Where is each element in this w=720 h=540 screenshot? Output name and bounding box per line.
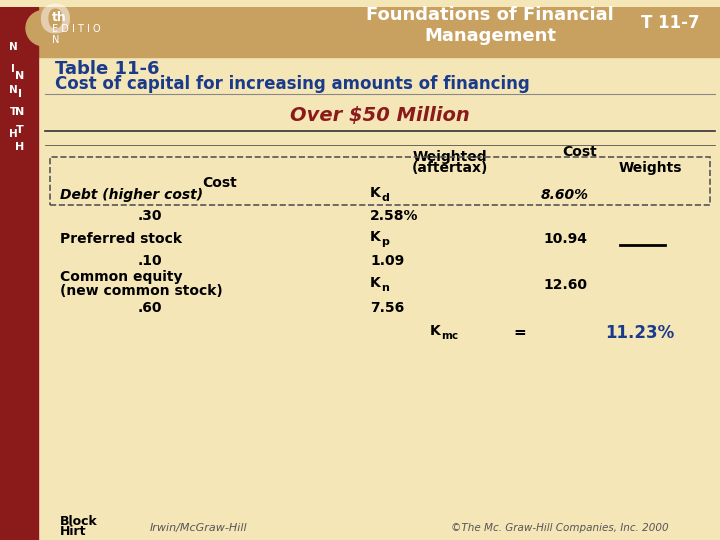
Text: Block: Block (60, 515, 98, 529)
Text: N: N (9, 42, 17, 52)
Text: E D I T I O: E D I T I O (52, 24, 101, 34)
Circle shape (26, 10, 62, 46)
Text: Cost: Cost (202, 176, 238, 190)
Text: .30: .30 (138, 210, 162, 224)
Text: H: H (9, 129, 17, 139)
Text: mc: mc (441, 330, 458, 341)
Text: N: N (52, 35, 59, 45)
Text: K: K (370, 186, 381, 200)
Text: K: K (370, 230, 381, 244)
Text: (new common stock): (new common stock) (60, 284, 222, 298)
Text: Preferred stock: Preferred stock (60, 232, 182, 246)
Text: Hirt: Hirt (60, 525, 86, 538)
Text: T 11-7: T 11-7 (642, 14, 700, 32)
Text: I: I (11, 64, 15, 73)
Text: Table 11-6: Table 11-6 (55, 59, 160, 78)
Text: .60: .60 (138, 301, 162, 315)
Text: .10: .10 (138, 254, 162, 268)
Text: =: = (513, 325, 526, 340)
Text: I: I (18, 89, 22, 99)
Text: p: p (381, 237, 389, 247)
Text: T: T (9, 107, 17, 117)
Text: n: n (381, 284, 389, 293)
Text: Foundations of Financial
Management: Foundations of Financial Management (366, 6, 614, 45)
Text: 11.23%: 11.23% (606, 323, 675, 342)
Text: K: K (430, 323, 441, 338)
Text: N: N (9, 85, 17, 95)
Text: 1.09: 1.09 (370, 254, 404, 268)
Text: 2.58%: 2.58% (370, 210, 418, 224)
Text: H: H (15, 143, 24, 152)
Text: N: N (15, 107, 24, 117)
Text: d: d (381, 193, 389, 202)
Text: 7.56: 7.56 (370, 301, 404, 315)
Text: T: T (16, 125, 24, 134)
Bar (38, 8, 720, 57)
Text: Over $50 Million: Over $50 Million (290, 106, 470, 125)
Text: N: N (15, 71, 24, 82)
Text: K: K (370, 276, 381, 291)
Text: Weights: Weights (618, 161, 682, 175)
Text: 12.60: 12.60 (543, 279, 587, 292)
Text: Cost: Cost (562, 145, 598, 159)
Text: O: O (38, 3, 71, 41)
Text: Cost of capital for increasing amounts of financing: Cost of capital for increasing amounts o… (55, 75, 530, 93)
Bar (0, 8, 38, 539)
Text: ©The Mc. Graw-Hill Companies, Inc. 2000: ©The Mc. Graw-Hill Companies, Inc. 2000 (451, 523, 669, 533)
Text: Debt (higher cost): Debt (higher cost) (60, 188, 203, 202)
Text: (aftertax): (aftertax) (412, 161, 488, 175)
Text: 10.94: 10.94 (543, 232, 587, 246)
Text: th: th (52, 11, 67, 24)
Text: Weighted: Weighted (413, 150, 487, 164)
Text: Common equity: Common equity (60, 271, 182, 285)
Text: 8.60%: 8.60% (541, 188, 589, 202)
Text: Irwin/McGraw-Hill: Irwin/McGraw-Hill (150, 523, 248, 533)
